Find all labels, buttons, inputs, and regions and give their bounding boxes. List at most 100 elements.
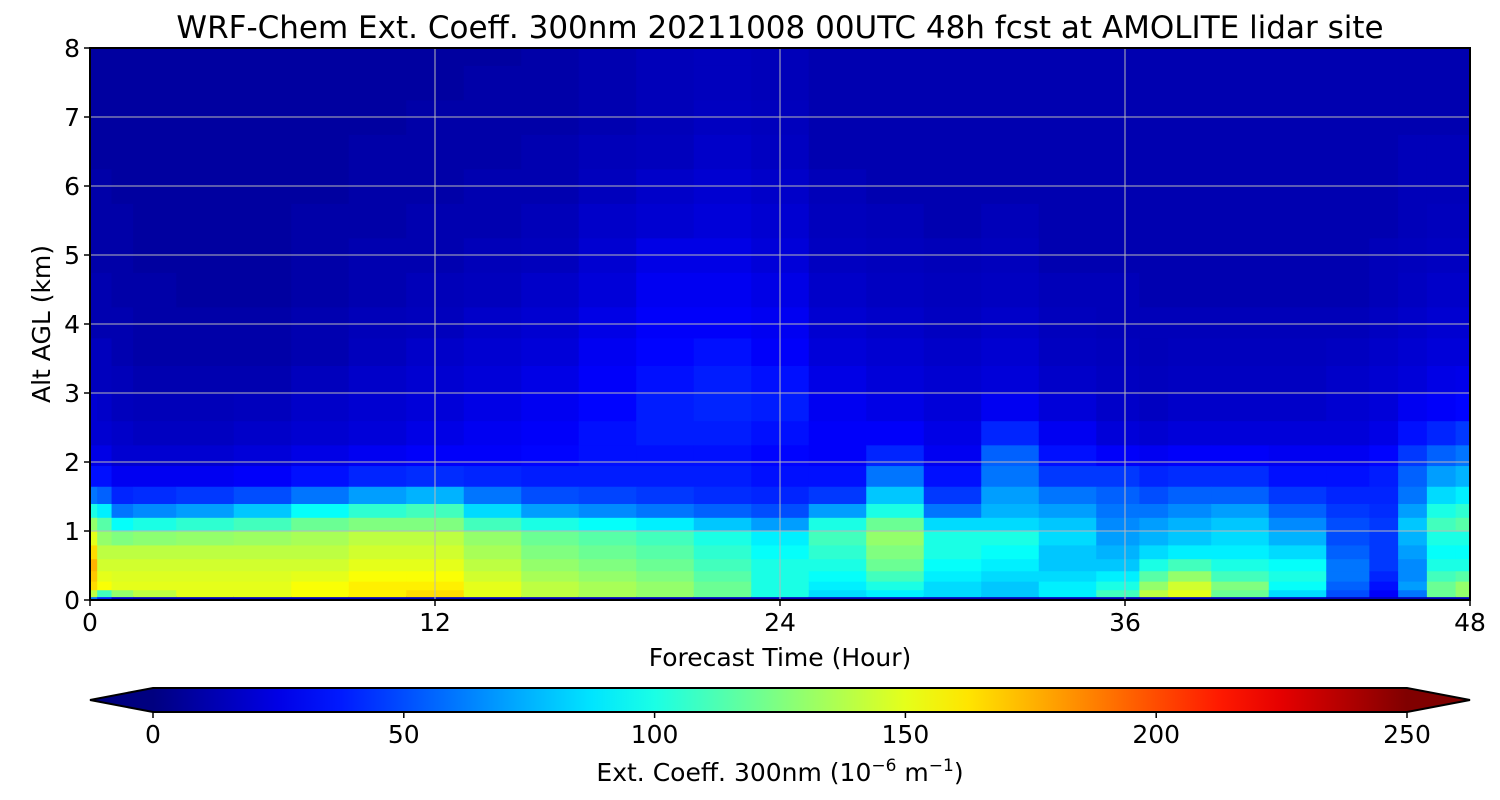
heatmap-cell xyxy=(866,65,925,101)
heatmap-cell xyxy=(1455,203,1471,239)
heatmap-cell xyxy=(111,486,134,504)
heatmap-cell xyxy=(866,486,925,504)
heatmap-cell xyxy=(521,486,580,504)
colorbar-label-main: Ext. Coeff. 300nm (10 xyxy=(596,758,871,787)
heatmap-cell xyxy=(1168,596,1212,601)
heatmap-cell xyxy=(1168,570,1212,582)
heatmap-cell xyxy=(463,337,522,366)
heatmap-cell xyxy=(981,558,1040,572)
heatmap-cell xyxy=(636,570,695,582)
heatmap-cell xyxy=(693,306,752,339)
heatmap-cell xyxy=(291,420,350,446)
heatmap-cell xyxy=(233,272,292,308)
heatmap-cell xyxy=(90,203,98,239)
heatmap-cell xyxy=(1369,48,1399,66)
heatmap-cell xyxy=(97,203,113,239)
y-tick-label: 5 xyxy=(64,241,80,270)
heatmap-cell xyxy=(90,393,98,422)
heatmap-cell xyxy=(463,465,522,487)
heatmap-cell xyxy=(1398,65,1428,101)
heatmap-cell xyxy=(348,517,407,532)
heatmap-cell xyxy=(693,558,752,572)
heatmap-cell xyxy=(1455,531,1471,546)
heatmap-cell xyxy=(636,65,695,101)
heatmap-cell xyxy=(1455,503,1471,518)
heatmap-cell xyxy=(90,465,98,487)
heatmap-cell xyxy=(1168,65,1212,101)
heatmap-cell xyxy=(923,203,982,239)
heatmap-cell xyxy=(1096,420,1140,446)
heatmap-cell xyxy=(866,531,925,546)
heatmap-cell xyxy=(1369,589,1399,598)
heatmap-cell xyxy=(521,134,580,170)
heatmap-cell xyxy=(981,581,1040,591)
heatmap-cell xyxy=(1369,581,1399,591)
heatmap-cell xyxy=(1398,444,1428,467)
heatmap-cell xyxy=(1096,589,1140,598)
heatmap-cell xyxy=(1211,393,1270,422)
heatmap-cell xyxy=(866,337,925,366)
heatmap-cell xyxy=(521,581,580,591)
heatmap-cell xyxy=(1326,503,1370,518)
heatmap-cell xyxy=(291,517,350,532)
heatmap-cell xyxy=(111,581,134,591)
heatmap-cell xyxy=(1038,203,1097,239)
heatmap-cell xyxy=(521,570,580,582)
heatmap-cell xyxy=(693,581,752,591)
heatmap-cell xyxy=(233,420,292,446)
heatmap-cell xyxy=(1398,570,1428,582)
heatmap-cell xyxy=(1369,503,1399,518)
heatmap-cell xyxy=(176,570,235,582)
heatmap-cell xyxy=(133,465,177,487)
heatmap-cell xyxy=(923,48,982,66)
heatmap-cell xyxy=(1211,365,1270,394)
heatmap-cell xyxy=(1038,337,1097,366)
heatmap-cell xyxy=(348,48,407,66)
heatmap-cell xyxy=(981,531,1040,546)
heatmap-cell xyxy=(636,544,695,560)
heatmap-cell xyxy=(1455,486,1471,504)
heatmap-cell xyxy=(578,65,637,101)
heatmap-cell xyxy=(1426,465,1457,487)
heatmap-cell xyxy=(636,365,695,394)
heatmap-cell xyxy=(1268,558,1327,572)
heatmap-cell xyxy=(348,444,407,467)
heatmap-cell xyxy=(578,570,637,582)
heatmap-cell xyxy=(291,503,350,518)
heatmap-cell xyxy=(1455,337,1471,366)
heatmap-cell xyxy=(808,444,867,467)
heatmap-cell xyxy=(291,531,350,546)
heatmap-cell xyxy=(97,48,113,66)
heatmap-cell xyxy=(176,465,235,487)
heatmap-cell xyxy=(866,558,925,572)
heatmap-cell xyxy=(111,596,134,601)
y-tick-label: 0 xyxy=(64,586,80,615)
heatmap-cell xyxy=(693,465,752,487)
heatmap-cell xyxy=(1268,393,1327,422)
heatmap-cell xyxy=(1268,465,1327,487)
heatmap-cell xyxy=(1268,48,1327,66)
heatmap-cell xyxy=(1139,134,1169,170)
heatmap-cell xyxy=(808,65,867,101)
heatmap-cell xyxy=(1398,589,1428,598)
heatmap-cell xyxy=(1139,65,1169,101)
colorbar: 0 50 100 150 200 250 xyxy=(89,687,1471,749)
heatmap-cell xyxy=(233,306,292,339)
heatmap-cell xyxy=(97,558,113,572)
heatmap-cell xyxy=(1139,306,1169,339)
heatmap-cell xyxy=(521,420,580,446)
heatmap-cell xyxy=(693,272,752,308)
heatmap-cell xyxy=(90,581,98,591)
heatmap-cell xyxy=(1455,444,1471,467)
heatmap-cell xyxy=(923,393,982,422)
heatmap-cell xyxy=(1096,517,1140,532)
heatmap-cell xyxy=(463,203,522,239)
heatmap-cell xyxy=(578,48,637,66)
heatmap-cell xyxy=(1096,503,1140,518)
heatmap-cell xyxy=(521,306,580,339)
heatmap-cell xyxy=(233,589,292,598)
heatmap-cell xyxy=(636,517,695,532)
heatmap-cell xyxy=(1096,393,1140,422)
heatmap-cell xyxy=(1096,544,1140,560)
heatmap-cell xyxy=(1398,486,1428,504)
